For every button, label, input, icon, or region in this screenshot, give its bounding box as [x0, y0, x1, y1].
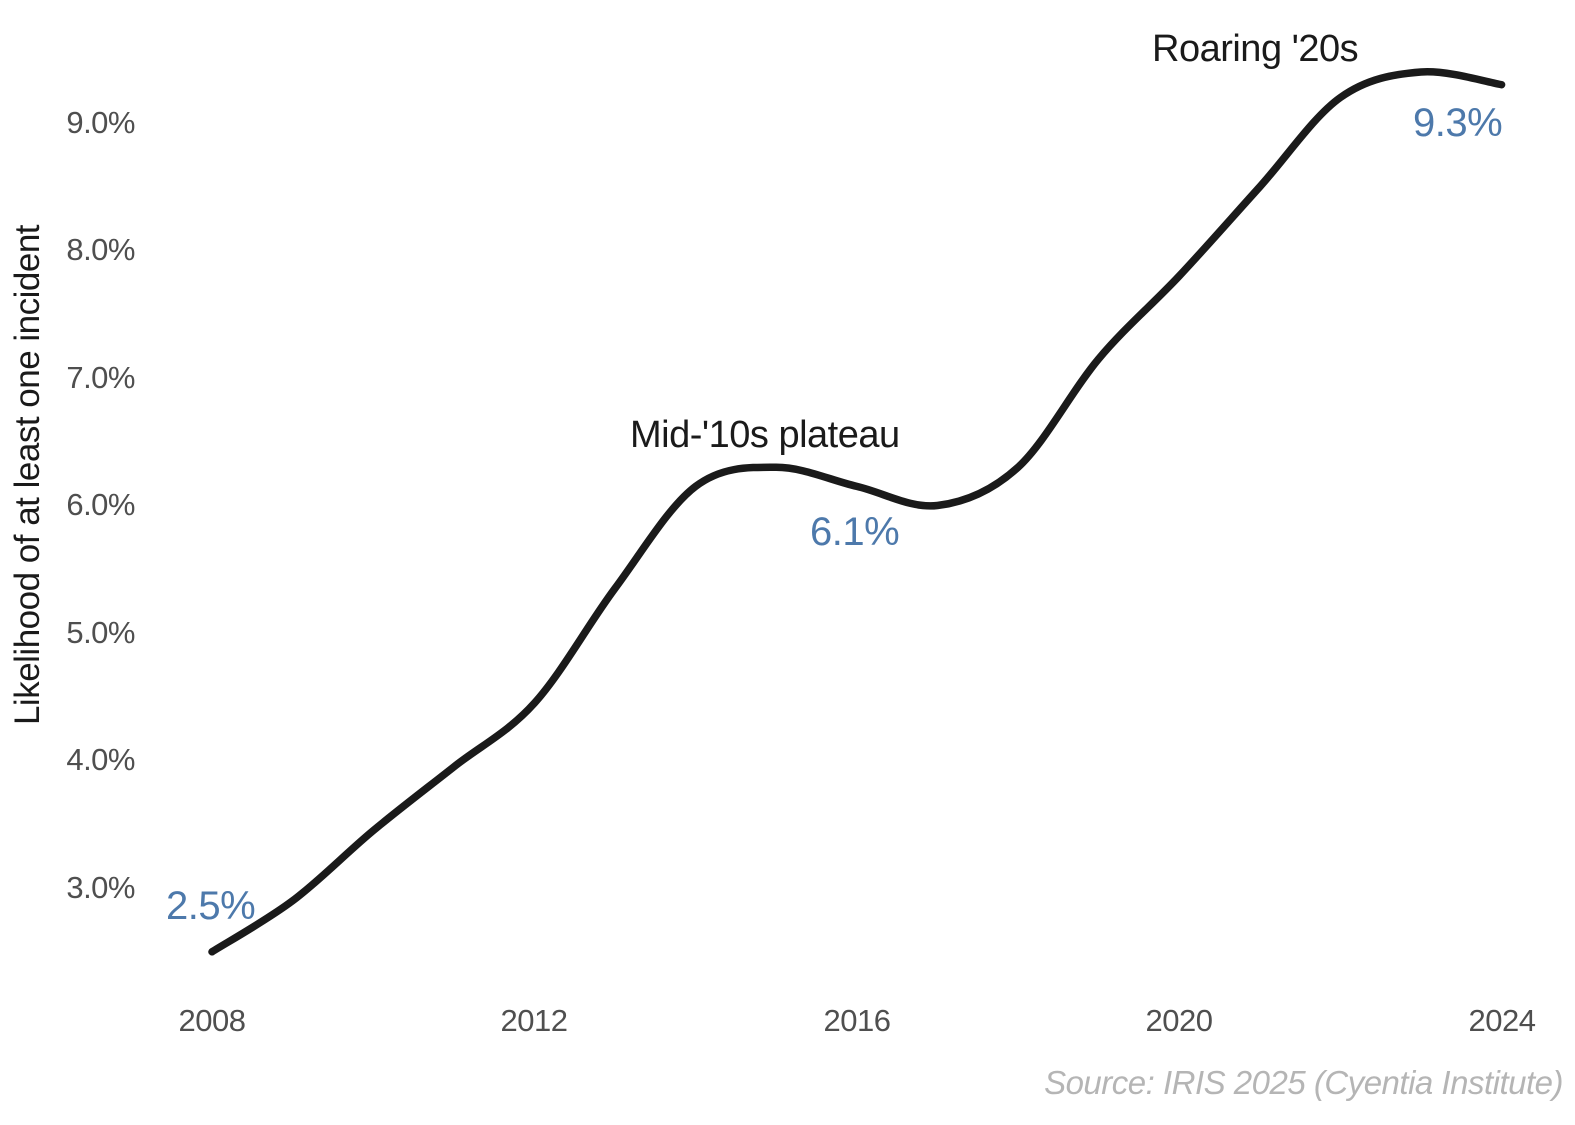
x-tick-label: 2016 [823, 1003, 891, 1038]
incident-likelihood-trend-line [208, 68, 1506, 956]
y-axis-title: Likelihood of at least one incident [8, 224, 47, 726]
x-tick-label: 2020 [1145, 1003, 1213, 1038]
y-tick-label: 3.0% [66, 870, 135, 905]
annotation-end-value: 9.3% [1413, 101, 1503, 145]
annotation-roaring-label: Roaring '20s [1152, 28, 1359, 70]
source-note: Source: IRIS 2025 (Cyentia Institute) [1044, 1064, 1563, 1101]
y-tick-label: 5.0% [66, 615, 135, 650]
x-tick-label: 2024 [1468, 1003, 1536, 1038]
y-tick-label: 4.0% [66, 742, 135, 777]
y-tick-label: 6.0% [66, 487, 135, 522]
x-tick-label: 2012 [500, 1003, 568, 1038]
annotation-start-value: 2.5% [166, 884, 256, 928]
y-tick-label: 9.0% [66, 105, 135, 140]
annotation-plateau-value: 6.1% [810, 510, 900, 554]
x-tick-label: 2008 [178, 1003, 246, 1038]
y-tick-label: 7.0% [66, 360, 135, 395]
annotation-plateau-label: Mid-'10s plateau [630, 414, 900, 456]
y-tick-label: 8.0% [66, 232, 135, 267]
